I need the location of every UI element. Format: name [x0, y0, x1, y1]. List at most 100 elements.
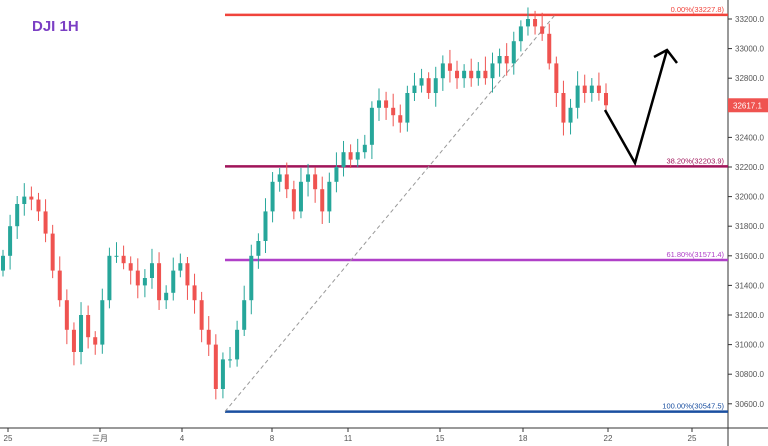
candle-body — [568, 107, 573, 123]
candle-body — [525, 19, 530, 27]
candle-body — [228, 359, 233, 361]
x-tick-label: 18 — [519, 434, 528, 443]
candle-body — [36, 199, 41, 212]
candle-body — [391, 107, 396, 116]
candle-body — [398, 115, 403, 123]
y-tick-label: 31600.0 — [735, 252, 764, 261]
candle-body — [384, 100, 389, 108]
x-tick-label: 三月 — [92, 434, 108, 443]
candle-body — [376, 100, 381, 108]
candle-body — [455, 70, 460, 79]
candle-body — [107, 255, 112, 301]
candle-body — [128, 263, 133, 271]
candle-body — [582, 85, 587, 93]
candle-body — [100, 300, 105, 345]
y-tick-label: 32800.0 — [735, 74, 764, 83]
y-tick-label: 33200.0 — [735, 15, 764, 24]
fib-level-label: 38.20%(32203.9) — [666, 156, 724, 165]
candle-body — [149, 263, 154, 278]
candle-body — [64, 300, 69, 330]
candle-body — [412, 85, 417, 93]
candle-body — [490, 63, 495, 79]
candle-body — [93, 337, 98, 345]
candle-body — [313, 174, 318, 190]
candle-body — [121, 255, 126, 264]
candle-body — [249, 255, 254, 301]
candle-body — [185, 263, 190, 286]
candle-body — [284, 174, 289, 190]
candle-body — [533, 19, 538, 27]
last-price-label: 32617.1 — [733, 101, 762, 110]
fib-level-label: 100.00%(30547.5) — [662, 402, 724, 411]
fib-level-label: 0.00%(33227.8) — [671, 5, 725, 14]
candle-body — [341, 152, 346, 167]
y-tick-label: 31400.0 — [735, 281, 764, 290]
candle-body — [29, 196, 34, 200]
fib-trend-line — [224, 14, 556, 412]
candle-body — [511, 41, 516, 64]
chart-title: DJI 1H — [32, 18, 79, 35]
candle-body — [256, 241, 261, 256]
fib-level-label: 61.80%(31571.4) — [666, 250, 724, 259]
y-tick-label: 31200.0 — [735, 311, 764, 320]
candle-body — [291, 189, 296, 212]
candle-body — [327, 181, 332, 212]
candle-body — [419, 78, 424, 86]
y-tick-label: 30800.0 — [735, 370, 764, 379]
candle-body — [50, 233, 55, 271]
candle-body — [575, 85, 580, 108]
candle-body — [320, 189, 325, 212]
candle-body — [306, 174, 311, 182]
candle-body — [589, 85, 594, 93]
candle-body — [15, 204, 20, 227]
candle-body — [270, 181, 275, 212]
candle-body — [540, 26, 545, 34]
candle-body — [405, 93, 410, 123]
candle-body — [86, 315, 91, 338]
candle-body — [164, 292, 169, 301]
candle-body — [547, 33, 552, 64]
y-tick-label: 32200.0 — [735, 163, 764, 172]
candle-body — [298, 181, 303, 212]
candle-body — [263, 211, 268, 241]
candle-body — [213, 344, 218, 389]
y-tick-label: 32400.0 — [735, 133, 764, 142]
candle-body — [433, 78, 438, 93]
candle-body — [440, 63, 445, 79]
candle-body — [114, 255, 119, 257]
arrow-head-icon — [653, 48, 678, 64]
x-tick-label: 15 — [436, 434, 445, 443]
candle-body — [426, 78, 431, 93]
candle-body — [142, 278, 147, 286]
x-tick-label: 11 — [344, 434, 353, 443]
candle-body — [171, 270, 176, 293]
candle-body — [22, 196, 27, 204]
candle-body — [1, 255, 5, 271]
candle-body — [57, 270, 62, 301]
candle-body — [369, 107, 374, 145]
candle-body — [476, 70, 481, 79]
candle-body — [504, 56, 509, 64]
y-tick-label: 30600.0 — [735, 400, 764, 409]
candle-body — [8, 226, 13, 256]
x-tick-label: 25 — [4, 434, 13, 443]
candle-body — [355, 152, 360, 160]
candle-body — [277, 174, 282, 182]
last-price-badge — [728, 98, 768, 113]
candle-body — [220, 359, 225, 389]
candle-body — [79, 315, 84, 352]
candle-body — [497, 56, 502, 64]
candle-body — [554, 63, 559, 93]
y-tick-label: 32000.0 — [735, 193, 764, 202]
y-tick-label: 31000.0 — [735, 341, 764, 350]
x-tick-label: 25 — [688, 434, 697, 443]
candle-body — [462, 70, 467, 79]
candle-body — [447, 63, 452, 71]
candle-body — [235, 329, 240, 360]
x-tick-label: 8 — [270, 434, 275, 443]
candle-body — [43, 211, 48, 234]
candle-body — [178, 263, 183, 271]
candle-body — [561, 93, 566, 123]
